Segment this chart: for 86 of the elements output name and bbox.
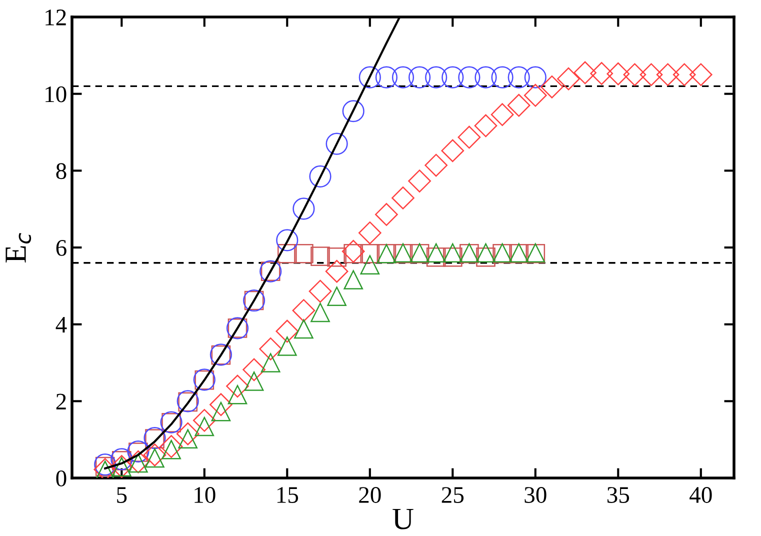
point xyxy=(360,255,380,274)
point xyxy=(408,170,431,192)
x-tick-label: 5 xyxy=(117,487,127,503)
point xyxy=(623,63,646,86)
point xyxy=(358,221,382,244)
point xyxy=(442,247,462,267)
x-tick-label: 40 xyxy=(690,487,712,503)
y-tick-label: 8 xyxy=(56,163,66,180)
point xyxy=(408,66,431,88)
x-tick-label: 15 xyxy=(277,487,298,503)
point xyxy=(426,243,446,263)
point xyxy=(689,63,712,86)
point xyxy=(260,353,280,372)
point xyxy=(259,337,282,360)
point xyxy=(276,229,298,252)
point xyxy=(309,165,332,188)
point xyxy=(656,63,680,86)
point xyxy=(294,319,314,339)
x-axis-title: U xyxy=(392,508,414,530)
point xyxy=(476,247,496,267)
point xyxy=(310,302,330,322)
point xyxy=(310,246,330,266)
point xyxy=(425,66,448,88)
point xyxy=(474,66,497,88)
y-tick-label: 12 xyxy=(46,10,66,26)
point xyxy=(392,186,414,210)
point xyxy=(574,61,596,84)
point xyxy=(442,66,464,88)
point xyxy=(294,244,314,264)
point xyxy=(292,299,316,322)
point xyxy=(292,198,315,220)
point xyxy=(342,100,364,122)
point xyxy=(490,103,514,126)
point xyxy=(375,66,398,88)
point xyxy=(210,393,232,416)
point xyxy=(160,435,183,458)
point xyxy=(426,247,446,267)
point xyxy=(640,63,663,86)
y-tick-label: 10 xyxy=(46,86,66,102)
x-tick-label: 30 xyxy=(524,487,546,503)
x-tick-label: 20 xyxy=(359,487,381,503)
point xyxy=(143,444,166,466)
point xyxy=(326,132,348,155)
point xyxy=(360,244,380,264)
point xyxy=(524,66,546,88)
point xyxy=(344,270,364,290)
point xyxy=(375,203,398,226)
point xyxy=(606,62,630,86)
y-tick-label: 4 xyxy=(56,316,67,333)
point xyxy=(342,240,365,263)
point xyxy=(226,374,249,398)
point xyxy=(540,75,564,98)
point xyxy=(325,260,348,283)
point xyxy=(458,66,480,88)
point xyxy=(474,114,498,138)
point xyxy=(590,62,614,85)
point xyxy=(672,63,696,86)
point xyxy=(441,139,464,162)
y-tick-label: 0 xyxy=(56,470,66,486)
point xyxy=(358,66,381,88)
point xyxy=(507,94,530,117)
point xyxy=(176,422,200,446)
point xyxy=(244,372,264,391)
point xyxy=(327,286,346,306)
point xyxy=(276,320,299,343)
point xyxy=(424,154,448,177)
y-tick-label: 2 xyxy=(56,394,66,410)
y-axis-title: E$_{c}$ xyxy=(6,232,32,263)
point xyxy=(392,66,414,88)
point xyxy=(557,67,580,90)
point xyxy=(327,247,346,267)
point xyxy=(277,244,297,264)
point xyxy=(308,280,332,303)
point xyxy=(524,84,547,107)
x-tick-label: 25 xyxy=(442,487,464,503)
point xyxy=(458,126,481,149)
point xyxy=(508,66,530,88)
x-tick-label: 35 xyxy=(607,487,630,503)
point xyxy=(277,336,297,356)
x-tick-label: 10 xyxy=(194,487,216,503)
point xyxy=(476,243,496,263)
point xyxy=(242,358,266,382)
y-tick-label: 6 xyxy=(56,240,66,256)
point xyxy=(192,408,216,432)
point xyxy=(491,66,514,88)
point xyxy=(442,243,462,263)
